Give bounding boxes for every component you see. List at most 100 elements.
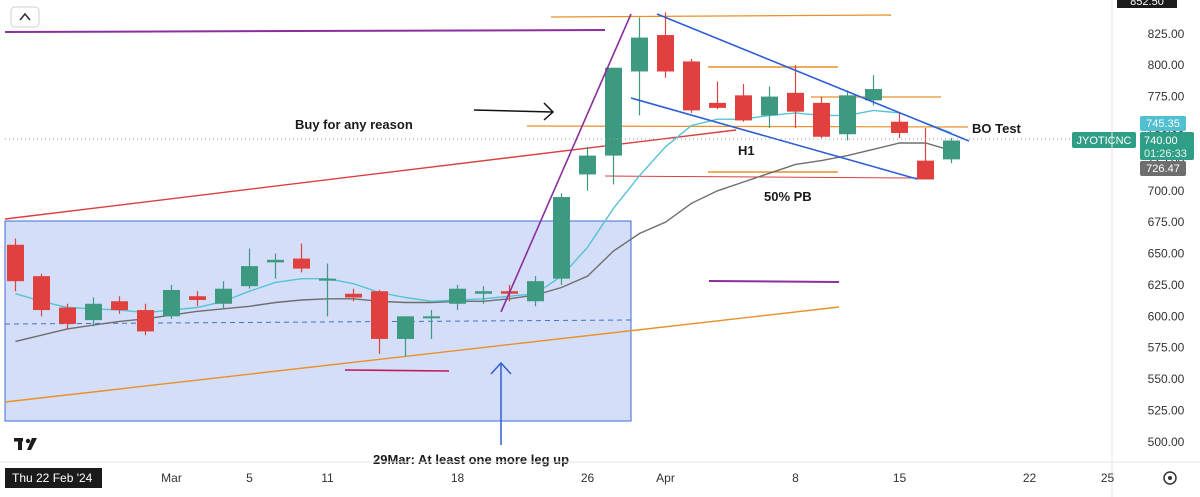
candle[interactable]	[943, 138, 960, 164]
bull-candle-body	[475, 291, 492, 294]
annotation-leg-up: 29Mar: At least one more leg up	[373, 452, 569, 467]
x-tick-label: 22	[1023, 471, 1037, 485]
bull-candle-body	[527, 281, 544, 302]
bear-candle-body	[111, 301, 128, 311]
candle[interactable]	[163, 284, 180, 319]
candle[interactable]	[839, 90, 856, 141]
settings-button[interactable]	[1163, 471, 1177, 485]
collapse-button[interactable]	[10, 6, 40, 28]
bull-candle-body	[761, 96, 778, 116]
logo-slash	[27, 438, 37, 450]
collapse-button-frame[interactable]	[10, 6, 40, 28]
symbol-tag-text: JYOTICNC	[1077, 135, 1132, 147]
candle[interactable]	[579, 146, 596, 191]
candle[interactable]	[553, 193, 570, 285]
bull-candle-body	[865, 89, 882, 101]
candle[interactable]	[813, 96, 830, 139]
x-tick-label: 15	[893, 471, 907, 485]
purple-leg-line	[500, 13, 632, 313]
bull-candle-body	[943, 140, 960, 160]
x-tick-label: 18	[451, 471, 465, 485]
symbol-tag	[1072, 132, 1136, 148]
candle[interactable]	[397, 316, 414, 357]
candle[interactable]	[7, 238, 24, 292]
candle[interactable]	[267, 253, 284, 279]
candle[interactable]	[319, 263, 336, 317]
bear-candle-body	[59, 307, 76, 324]
candle[interactable]	[371, 289, 388, 355]
y-tick-label: 500.00	[1148, 435, 1185, 449]
annotations-group: Buy for any reason H1 50% PB BO Test 29M…	[295, 117, 1022, 467]
candle[interactable]	[111, 296, 128, 314]
y-tick-label: 625.00	[1148, 278, 1185, 292]
candle[interactable]	[761, 86, 778, 128]
candle[interactable]	[605, 67, 622, 185]
logo-bar-stem	[18, 438, 22, 450]
annotation-pb: 50% PB	[764, 189, 812, 204]
bear-candle-body	[735, 95, 752, 121]
candle[interactable]	[657, 12, 674, 78]
wedge-upper-line	[656, 13, 970, 142]
trendlines-front	[473, 13, 970, 445]
ma-price-tag	[1140, 161, 1186, 176]
candle[interactable]	[59, 303, 76, 329]
gear-icon[interactable]	[1163, 471, 1177, 485]
up-arrow-head-icon	[490, 361, 512, 375]
y-tick-label: 775.00	[1148, 90, 1185, 104]
candle[interactable]	[215, 281, 232, 309]
bear-candle-body	[345, 293, 362, 298]
top-price-tag	[1117, 0, 1177, 8]
candle[interactable]	[735, 84, 752, 122]
purple-resistance-line	[4, 29, 606, 33]
x-axis[interactable]: Mar 5 11 18 26 Apr 8 15 22 25	[161, 471, 1114, 485]
ema-price-tag-text: 745.35	[1146, 118, 1180, 130]
candle[interactable]	[189, 291, 206, 307]
candle[interactable]	[345, 288, 362, 302]
annotation-bo-test: BO Test	[972, 121, 1022, 136]
bear-candle-body	[813, 102, 830, 137]
bull-candle-body	[449, 288, 466, 304]
candle[interactable]	[293, 243, 310, 273]
candle[interactable]	[709, 81, 726, 110]
bear-candle-body	[137, 310, 154, 332]
crosshair-date-tag	[5, 468, 102, 488]
bull-candle-body	[241, 266, 258, 287]
red-level-710	[604, 175, 919, 179]
tradingview-logo	[14, 438, 37, 450]
x-tick-label: Mar	[161, 471, 182, 485]
candle[interactable]	[241, 248, 258, 289]
y-axis[interactable]: 500.00 525.00 550.00 575.00 600.00 625.00 650.…	[1148, 27, 1185, 449]
x-tick-label: Apr	[656, 471, 675, 485]
bear-candle-body	[787, 92, 804, 112]
candle[interactable]	[85, 297, 102, 327]
annotation-h1: H1	[738, 143, 755, 158]
candle[interactable]	[449, 284, 466, 311]
bull-candle-body	[267, 259, 284, 263]
candle[interactable]	[33, 273, 50, 317]
y-tick-label: 700.00	[1148, 184, 1185, 198]
candle[interactable]	[475, 286, 492, 304]
candle[interactable]	[527, 276, 544, 307]
bull-candle-body	[839, 95, 856, 135]
y-tick-label: 525.00	[1148, 404, 1185, 418]
chevron-up-icon	[19, 12, 31, 21]
orange-level-top	[550, 14, 892, 18]
logo-dot	[25, 438, 31, 444]
arrow-shaft	[473, 109, 553, 113]
candle[interactable]	[917, 127, 934, 180]
x-tick-label: 5	[246, 471, 253, 485]
bear-candle-body	[657, 35, 674, 72]
bear-candle-body	[683, 61, 700, 111]
candle[interactable]	[891, 112, 908, 139]
candle[interactable]	[423, 310, 440, 339]
bull-candle-body	[553, 197, 570, 279]
candle[interactable]	[631, 17, 648, 116]
candle[interactable]	[137, 303, 154, 336]
candle[interactable]	[865, 75, 882, 106]
candle[interactable]	[683, 58, 700, 113]
candle[interactable]	[787, 65, 804, 128]
y-tick-label: 675.00	[1148, 215, 1185, 229]
bear-candle-body	[709, 102, 726, 108]
